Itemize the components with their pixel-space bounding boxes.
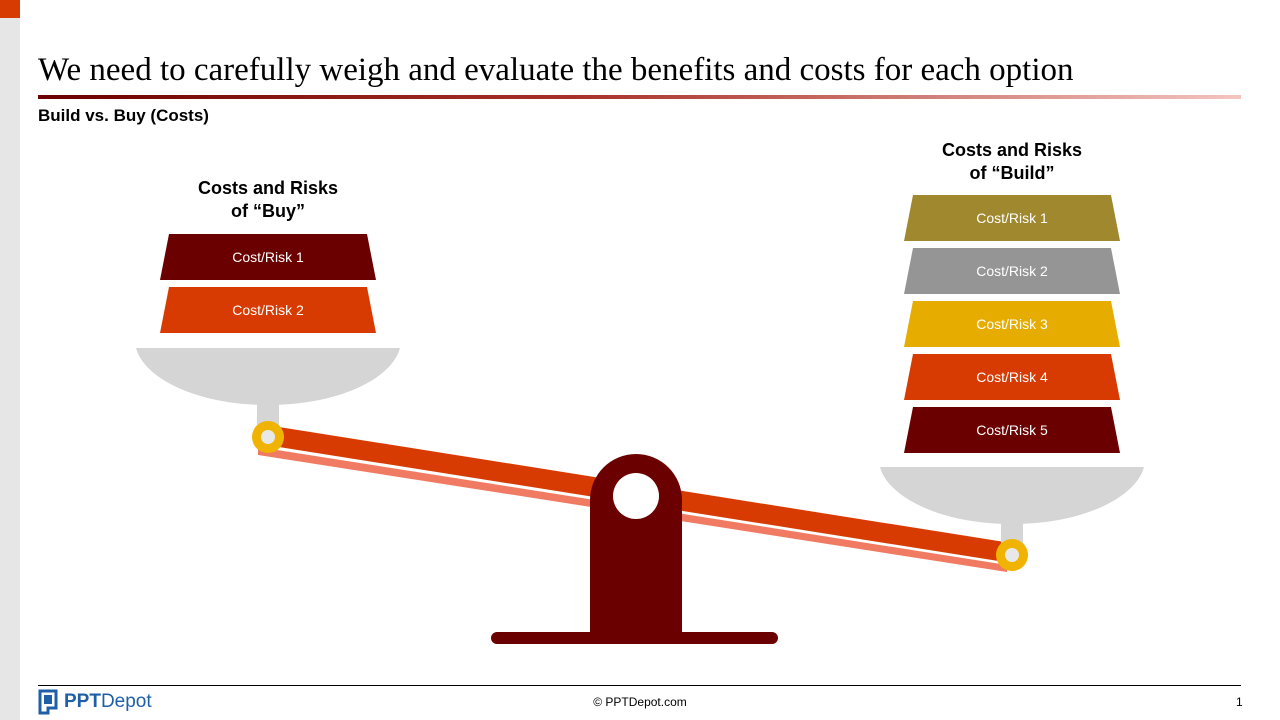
build-heading-line2: of “Build”: [969, 163, 1055, 183]
left-pan: [136, 348, 400, 405]
copyright-text: © PPTDepot.com: [593, 695, 687, 709]
buy-heading-line1: Costs and Risks: [197, 178, 339, 198]
corner-accent: [0, 0, 20, 18]
build-heading: Costs and Risks of “Build”: [902, 139, 1122, 185]
pptdepot-logo-icon: [38, 689, 58, 715]
build-block-3: [904, 301, 1120, 347]
build-block-1: [904, 195, 1120, 241]
build-block-label-3: Cost/Risk 3: [976, 316, 1048, 332]
logo-wordmark: PPTDepot: [64, 691, 152, 712]
build-block-label-2: Cost/Risk 2: [976, 263, 1048, 279]
stand-hole: [613, 473, 659, 519]
slide-title: We need to carefully weigh and evaluate …: [38, 52, 1074, 88]
title-underline: [38, 95, 1241, 99]
buy-block-1: [160, 234, 376, 280]
right-pan: [880, 467, 1144, 524]
build-block-4: [904, 354, 1120, 400]
buy-cost-stack: Cost/Risk 1 Cost/Risk 2: [160, 234, 376, 333]
build-block-5: [904, 407, 1120, 453]
build-block-2: [904, 248, 1120, 294]
right-pivot-center: [1005, 548, 1019, 562]
build-cost-stack: Cost/Risk 1 Cost/Risk 2 Cost/Risk 3 Cost/Ri…: [904, 195, 1120, 453]
left-accent-strip: [0, 0, 20, 720]
build-block-label-1: Cost/Risk 1: [976, 210, 1048, 226]
page-number: 1: [1236, 695, 1243, 709]
buy-block-label-2: Cost/Risk 2: [232, 302, 304, 318]
build-block-label-5: Cost/Risk 5: [976, 422, 1048, 438]
build-heading-line1: Costs and Risks: [941, 140, 1083, 160]
footer-divider: [38, 685, 1241, 686]
slide-subtitle: Build vs. Buy (Costs): [38, 106, 209, 125]
scale-stand-base: [491, 632, 778, 644]
left-pan-stem: [257, 402, 279, 428]
buy-heading: Costs and Risks of “Buy”: [158, 177, 378, 223]
buy-block-2: [160, 287, 376, 333]
buy-heading-line2: of “Buy”: [231, 201, 305, 221]
buy-block-label-1: Cost/Risk 1: [232, 249, 304, 265]
left-pivot-center: [261, 430, 275, 444]
right-pan-stem: [1001, 520, 1023, 546]
pptdepot-logo: PPTDepot: [38, 689, 152, 715]
build-block-label-4: Cost/Risk 4: [976, 369, 1048, 385]
scale-stand-post: [590, 454, 682, 640]
